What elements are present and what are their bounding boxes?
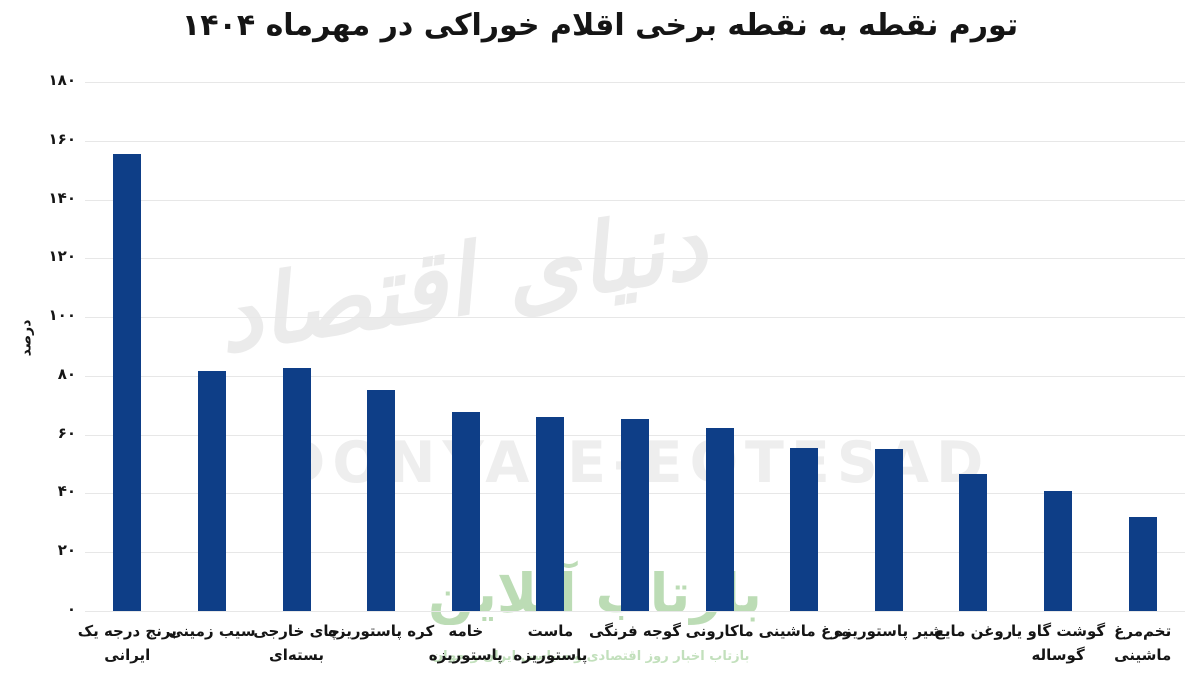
x-tick-label-line: کره پاستوریزه xyxy=(328,622,435,640)
x-tick-label: روغن مایع xyxy=(907,619,1039,643)
x-tick-label-line: پاستوریزه xyxy=(428,646,503,664)
bar-9 xyxy=(790,447,819,611)
gridline xyxy=(85,140,1185,142)
plot-area xyxy=(85,82,1185,612)
x-tick-label-line: ماست xyxy=(527,622,574,640)
x-tick-label-line: گوشت گاو یا xyxy=(1010,622,1106,640)
x-tick-label: کره پاستوریزه xyxy=(315,619,447,643)
baztab-online-tagline-watermark: بازتاب اخبار روز اقتصادی و سیاسی ایران و… xyxy=(432,649,750,664)
baztab-online-logo-watermark: بازتاب آنلاین xyxy=(428,562,762,625)
x-tick-label: مرغ ماشینی xyxy=(738,619,870,643)
bar-10 xyxy=(874,449,903,611)
x-tick-label-line: ایرانی xyxy=(104,646,151,664)
x-tick-label: خامه پاستوریزه xyxy=(400,619,532,667)
bar-8 xyxy=(705,427,734,611)
x-tick-label-line: بسته‌ای xyxy=(269,646,325,664)
x-tick-label-line: تخم‌مرغ xyxy=(1114,622,1172,640)
y-tick-label: ۶۰ xyxy=(57,423,76,442)
x-tick-label: شیر پاستوریزه xyxy=(823,619,955,643)
x-tick-label: چای خارجی بسته‌ای xyxy=(231,619,363,667)
x-tick-label: ماکارونی xyxy=(654,619,786,643)
x-tick-label-line: گوجه فرنگی xyxy=(589,622,681,640)
y-tick-label: ۱۴۰ xyxy=(48,188,76,207)
x-tick-label: تخم‌مرغ ماشینی xyxy=(1077,619,1200,667)
y-tick-label: ۱۲۰ xyxy=(48,247,76,266)
bar-12 xyxy=(1044,491,1073,611)
bar-5 xyxy=(451,412,480,611)
x-tick-label-line: پاستوریزه xyxy=(513,646,588,664)
bar-4 xyxy=(367,390,396,611)
x-tick-label-line: مرغ ماشینی xyxy=(758,622,850,640)
y-tick-label: ۰ xyxy=(66,600,76,618)
bar-11 xyxy=(959,474,988,611)
bar-13 xyxy=(1128,516,1157,611)
bar-1 xyxy=(113,154,142,611)
gridline xyxy=(85,258,1185,260)
gridline xyxy=(85,375,1185,377)
y-tick-label: ۱۰۰ xyxy=(48,306,76,325)
x-tick-label: برنج درجه یک ایرانی xyxy=(61,619,193,667)
x-tick-label-line: ماکارونی xyxy=(685,622,754,640)
x-tick-label-line: ماشینی xyxy=(1114,646,1172,664)
bar-6 xyxy=(536,417,565,611)
y-tick-label: ۱۶۰ xyxy=(48,129,76,148)
x-tick-label-line: شیر پاستوریزه xyxy=(834,622,944,640)
y-tick-label: ۱۸۰ xyxy=(48,71,76,89)
x-tick-label: سیب زمینی xyxy=(146,619,278,643)
y-tick-label: ۴۰ xyxy=(57,482,76,501)
gridline xyxy=(85,611,1185,612)
gridline xyxy=(85,317,1185,319)
chart-title: تورم نقطه به نقطه برخی اقلام خوراکی در م… xyxy=(181,8,1019,43)
gridline xyxy=(85,82,1185,83)
x-tick-label: ماست پاستوریزه xyxy=(484,619,616,667)
x-tick-label-line: چای خارجی xyxy=(253,622,340,640)
x-tick-label-line: گوساله xyxy=(1031,646,1085,664)
bar-3 xyxy=(282,367,311,611)
bar-2 xyxy=(197,370,226,611)
bar-7 xyxy=(621,419,649,611)
gridline xyxy=(85,199,1185,201)
x-tick-label-line: خامه xyxy=(448,622,484,640)
x-tick-label-line: روغن مایع xyxy=(934,622,1013,640)
y-tick-label: ۸۰ xyxy=(57,364,76,383)
x-tick-label-line: سیب زمینی xyxy=(168,622,256,640)
y-tick-label: ۲۰ xyxy=(57,541,76,560)
x-tick-label-line: برنج درجه یک xyxy=(77,622,177,640)
x-tick-label: گوشت گاو یا گوساله xyxy=(992,619,1124,667)
x-tick-label: گوجه فرنگی xyxy=(569,619,701,643)
y-axis-label: درصد xyxy=(18,319,35,357)
